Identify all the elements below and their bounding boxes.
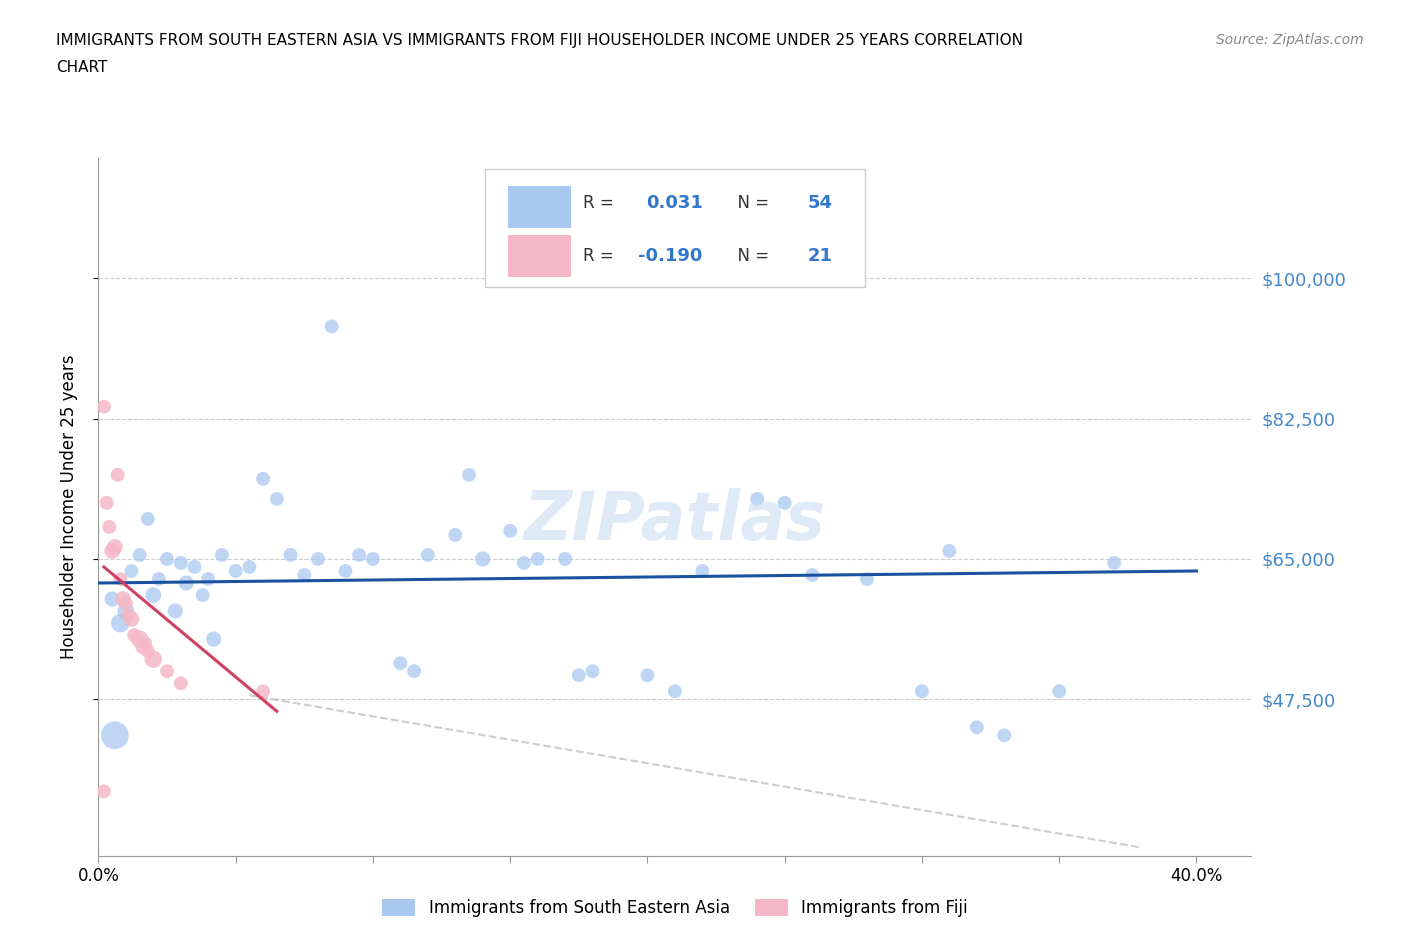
Point	[101, 543, 124, 558]
Point	[134, 636, 156, 651]
Point	[499, 524, 522, 538]
Point	[568, 668, 591, 683]
Point	[211, 548, 233, 563]
Point	[292, 567, 315, 582]
FancyBboxPatch shape	[485, 168, 865, 287]
Point	[165, 604, 187, 618]
Point	[747, 491, 769, 506]
Point	[581, 664, 603, 679]
Point	[174, 576, 197, 591]
Point	[252, 684, 274, 698]
Point	[692, 564, 714, 578]
Point	[96, 496, 118, 511]
Point	[120, 564, 142, 578]
Point	[856, 572, 879, 587]
Text: R =: R =	[582, 194, 619, 212]
FancyBboxPatch shape	[508, 186, 571, 228]
Text: 54: 54	[807, 194, 832, 212]
Point	[773, 496, 796, 511]
Point	[416, 548, 439, 563]
Point	[307, 551, 329, 566]
Point	[110, 572, 132, 587]
Text: CHART: CHART	[56, 60, 108, 75]
Point	[444, 527, 467, 542]
Point	[1102, 555, 1125, 570]
Text: 21: 21	[807, 246, 832, 265]
Text: R =: R =	[582, 246, 619, 265]
Point	[526, 551, 548, 566]
Point	[664, 684, 686, 698]
Point	[128, 548, 150, 563]
Point	[156, 551, 179, 566]
Text: ZIPatlas: ZIPatlas	[524, 488, 825, 553]
Text: 0.031: 0.031	[647, 194, 703, 212]
Point	[115, 595, 138, 610]
Point	[361, 551, 384, 566]
Point	[170, 555, 193, 570]
Y-axis label: Householder Income Under 25 years: Householder Income Under 25 years	[59, 354, 77, 659]
Legend: Immigrants from South Eastern Asia, Immigrants from Fiji: Immigrants from South Eastern Asia, Immi…	[375, 893, 974, 924]
Point	[104, 728, 127, 743]
Text: N =: N =	[727, 246, 775, 265]
Point	[98, 520, 121, 535]
Point	[183, 560, 205, 575]
Point	[128, 631, 150, 646]
Point	[458, 468, 481, 483]
Point	[202, 631, 225, 646]
Point	[93, 399, 115, 414]
Point	[966, 720, 988, 735]
Point	[801, 567, 824, 582]
FancyBboxPatch shape	[508, 235, 571, 277]
Point	[280, 548, 302, 563]
Point	[120, 612, 142, 627]
Text: -0.190: -0.190	[638, 246, 703, 265]
Point	[554, 551, 576, 566]
Point	[321, 319, 343, 334]
Point	[142, 652, 165, 667]
Point	[238, 560, 260, 575]
Point	[156, 664, 179, 679]
Point	[636, 668, 658, 683]
Point	[266, 491, 288, 506]
Point	[389, 656, 412, 671]
Point	[93, 784, 115, 799]
Point	[104, 539, 127, 554]
Point	[122, 628, 145, 643]
Text: N =: N =	[727, 194, 775, 212]
Point	[142, 588, 165, 603]
Point	[107, 468, 129, 483]
Point	[938, 543, 960, 558]
Point	[347, 548, 370, 563]
Point	[131, 640, 153, 655]
Point	[110, 616, 132, 631]
Point	[471, 551, 494, 566]
Point	[252, 472, 274, 486]
Text: IMMIGRANTS FROM SOUTH EASTERN ASIA VS IMMIGRANTS FROM FIJI HOUSEHOLDER INCOME UN: IMMIGRANTS FROM SOUTH EASTERN ASIA VS IM…	[56, 33, 1024, 47]
Point	[170, 676, 193, 691]
Point	[513, 555, 536, 570]
Text: Source: ZipAtlas.com: Source: ZipAtlas.com	[1216, 33, 1364, 46]
Point	[115, 604, 138, 618]
Point	[404, 664, 426, 679]
Point	[101, 591, 124, 606]
Point	[911, 684, 934, 698]
Point	[136, 644, 159, 658]
Point	[117, 607, 139, 622]
Point	[191, 588, 214, 603]
Point	[136, 512, 159, 526]
Point	[112, 591, 135, 606]
Point	[225, 564, 247, 578]
Point	[993, 728, 1015, 743]
Point	[1047, 684, 1070, 698]
Point	[335, 564, 357, 578]
Point	[197, 572, 219, 587]
Point	[148, 572, 170, 587]
